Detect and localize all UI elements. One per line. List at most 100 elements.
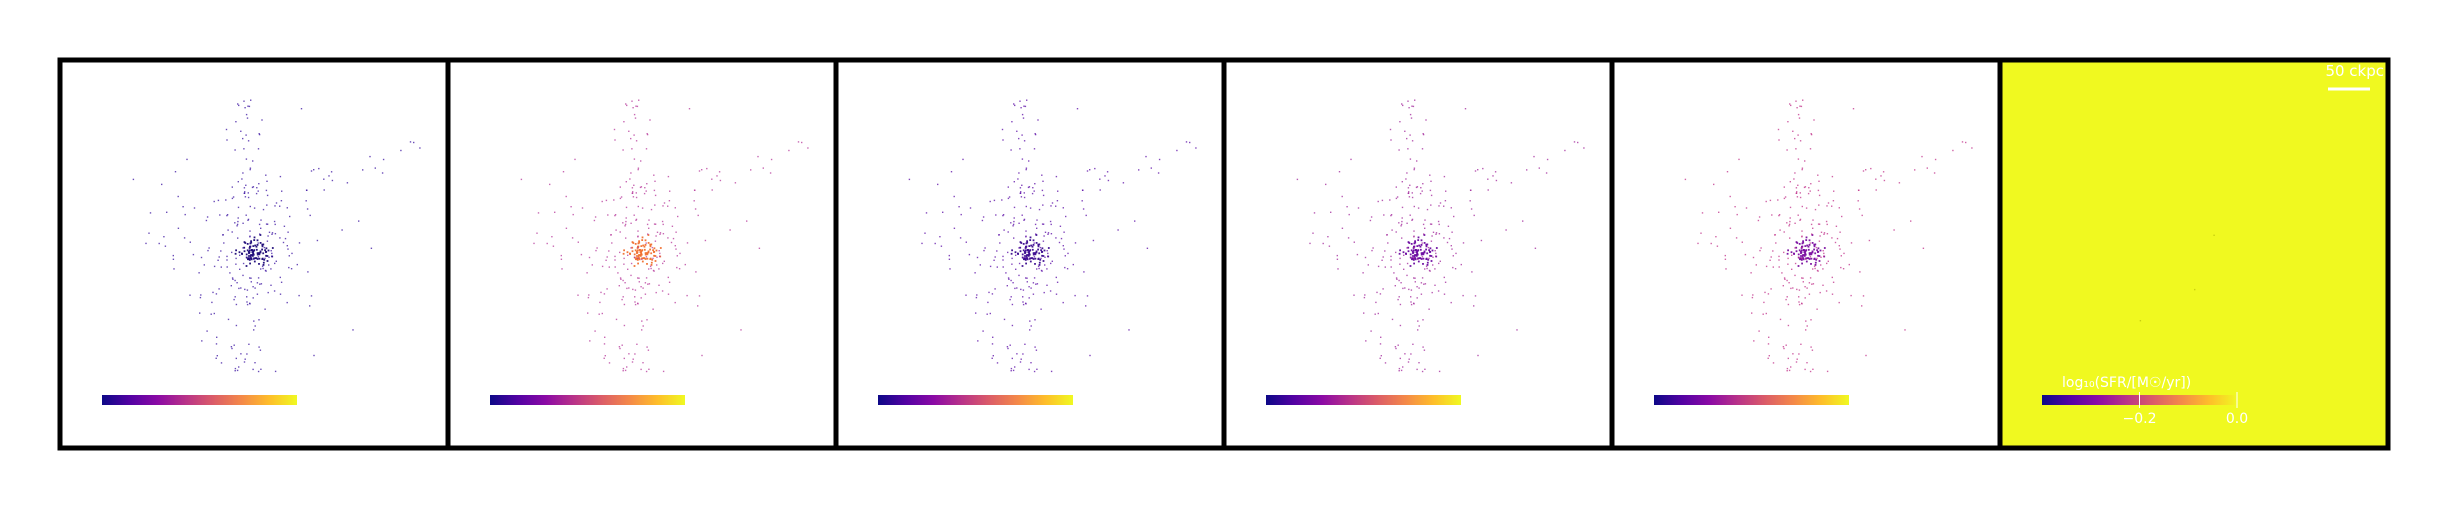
particle-point [1952, 149, 1954, 152]
particle-point [1420, 187, 1422, 189]
particle-point [1799, 218, 1802, 221]
particle-point [265, 254, 267, 257]
particle-point [1831, 175, 1834, 178]
particle-point [1804, 253, 1807, 256]
particle-point [1801, 246, 1803, 249]
particle-point [163, 236, 165, 238]
particle-point [1786, 279, 1788, 282]
particle-point [1768, 336, 1770, 338]
particle-point [183, 237, 186, 239]
particle-point [598, 313, 600, 315]
particle-point [1510, 182, 1513, 184]
particle-point [630, 172, 632, 174]
particle-point [649, 243, 652, 246]
particle-point [648, 227, 650, 229]
particle-point [1811, 242, 1814, 244]
particle-point [231, 231, 233, 233]
particle-point [286, 207, 288, 209]
particle-point [307, 271, 309, 273]
particle-point [1825, 290, 1828, 292]
particle-point [622, 279, 624, 282]
particle-point [246, 249, 249, 252]
particle-point [647, 242, 650, 244]
particle-point [623, 303, 626, 306]
particle-point [1357, 207, 1360, 209]
particle-point [268, 231, 271, 233]
particle-point [1460, 263, 1462, 266]
particle-point [238, 366, 240, 368]
particle-point [1145, 155, 1147, 158]
particle-point [1011, 121, 1013, 123]
particle-point [220, 266, 222, 268]
particle-point [1444, 281, 1447, 283]
particle-point [243, 187, 246, 189]
particle-point [1389, 128, 1392, 131]
particle-point [245, 184, 247, 186]
particle-point [1765, 200, 1767, 203]
particle-point [621, 344, 623, 346]
particle-point [1408, 288, 1410, 291]
panel-1 [57, 57, 451, 451]
particle-point [296, 263, 298, 266]
particle-point [1823, 233, 1825, 235]
particle-point [1406, 137, 1408, 140]
particle-point [603, 357, 605, 359]
particle-point [1365, 340, 1367, 342]
particle-point [227, 318, 230, 321]
particle-point [298, 242, 301, 244]
particle-point [1018, 137, 1020, 140]
particle-point [633, 256, 636, 258]
particle-point [1399, 257, 1401, 260]
particle-point [1418, 287, 1420, 289]
particle-point [1398, 370, 1400, 372]
particle-point [1735, 237, 1738, 239]
particle-point [246, 117, 249, 119]
particle-point [1797, 253, 1800, 256]
particle-point [1794, 247, 1796, 249]
particle-point [313, 354, 315, 357]
particle-point [236, 369, 239, 372]
particle-point [1023, 105, 1025, 107]
particle-point [994, 256, 996, 258]
particle-point [252, 253, 255, 256]
particle-point [1701, 212, 1704, 214]
particle-point [595, 249, 597, 252]
particle-point [1010, 222, 1012, 224]
particle-point [1030, 325, 1032, 327]
particle-point [697, 305, 699, 307]
particle-point [1337, 268, 1339, 270]
particle-point [1745, 207, 1748, 209]
particle-point [1451, 248, 1453, 250]
particle-point [258, 252, 261, 254]
particle-point [1010, 367, 1013, 370]
particle-point [1037, 245, 1040, 248]
particle-point [614, 266, 616, 268]
particle-point [1413, 168, 1415, 171]
particle-point [1799, 196, 1802, 199]
particle-point [255, 245, 258, 248]
particle-point [253, 236, 256, 239]
particle-point [1055, 205, 1057, 207]
particle-point [1811, 251, 1814, 254]
particle-point [983, 249, 985, 252]
particle-point [668, 200, 671, 202]
particle-point [1573, 141, 1576, 143]
particle-point [1487, 189, 1489, 191]
particle-point [1883, 179, 1886, 182]
particle-point [262, 264, 265, 266]
particle-point [1394, 346, 1397, 348]
particle-point [259, 242, 262, 244]
particle-point [1577, 141, 1579, 144]
particle-point [1056, 200, 1059, 202]
particle-point [266, 260, 269, 262]
particle-point [231, 251, 233, 254]
particle-point [1426, 267, 1428, 270]
particle-point [587, 296, 590, 299]
panel-3 [833, 57, 1227, 451]
particle-point [237, 217, 239, 219]
particle-point [1013, 237, 1015, 239]
particle-point [172, 258, 175, 260]
particle-point [1495, 179, 1498, 182]
particle-point [1415, 255, 1418, 257]
